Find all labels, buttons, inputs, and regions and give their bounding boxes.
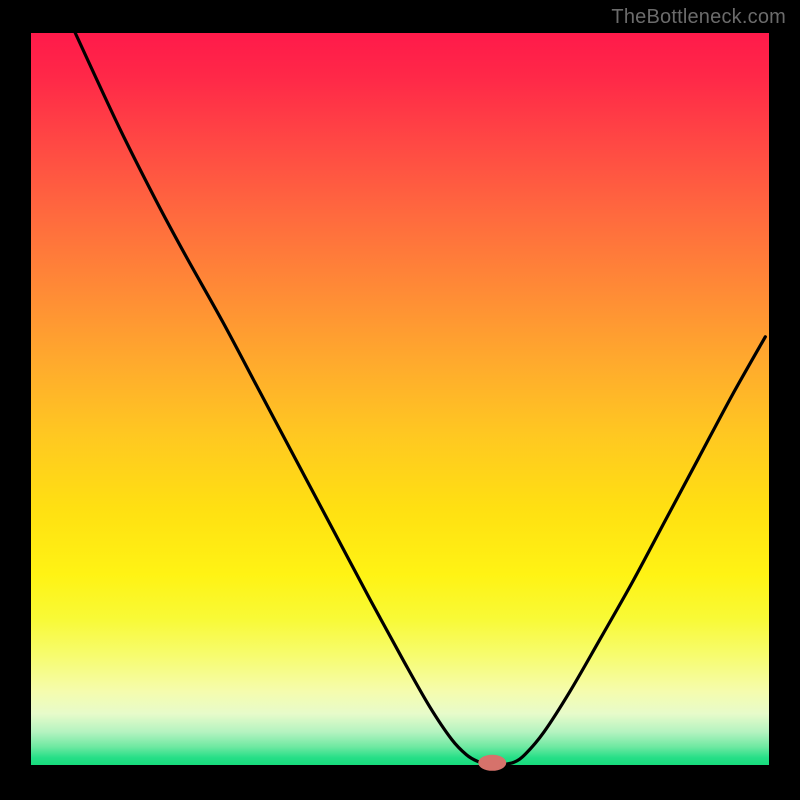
chart-container: TheBottleneck.com <box>0 0 800 800</box>
optimal-marker <box>478 755 506 771</box>
bottleneck-chart <box>0 0 800 800</box>
watermark-text: TheBottleneck.com <box>611 6 786 29</box>
